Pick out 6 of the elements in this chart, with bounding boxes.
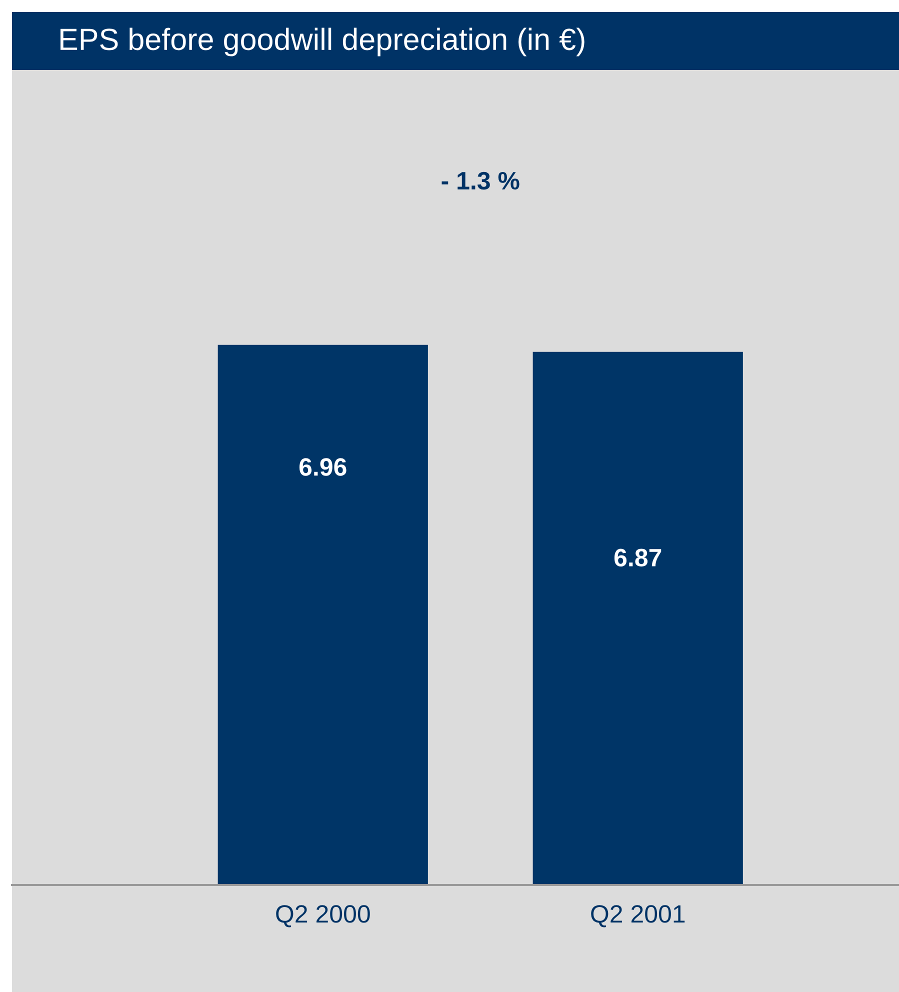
x-tick-label: Q2 2000	[276, 905, 370, 928]
text: - 1.3 %	[442, 172, 520, 190]
x-tick-label: Q2 2001	[591, 905, 685, 928]
chart-title: EPS before goodwill depreciation (in €)	[60, 28, 584, 56]
data-label: 6.96	[299, 458, 346, 476]
data-label: 6.87	[614, 548, 662, 567]
